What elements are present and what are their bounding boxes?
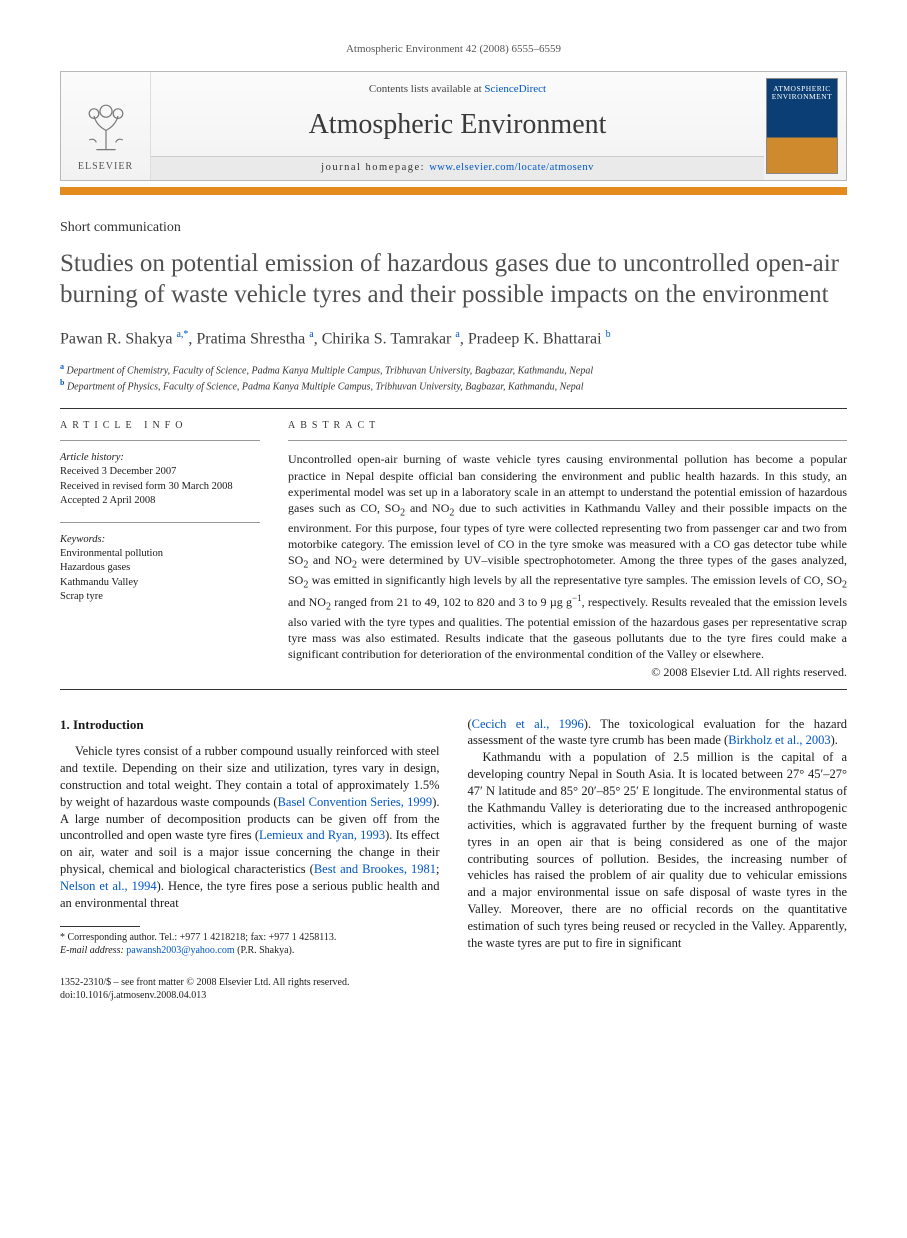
journal-cover-image: ATMOSPHERIC ENVIRONMENT bbox=[766, 78, 838, 174]
keywords-block: Keywords: Environmental pollution Hazard… bbox=[60, 533, 260, 604]
divider bbox=[60, 522, 260, 523]
history-accepted: Accepted 2 April 2008 bbox=[60, 494, 260, 508]
orange-accent-bar bbox=[60, 187, 847, 195]
divider bbox=[60, 689, 847, 690]
section-heading-intro: 1. Introduction bbox=[60, 716, 440, 734]
body-right-column: (Cecich et al., 1996). The toxicological… bbox=[468, 716, 848, 958]
history-heading: Article history: bbox=[60, 451, 260, 465]
keyword: Hazardous gases bbox=[60, 561, 260, 575]
author-list: Pawan R. Shakya a,*, Pratima Shrestha a,… bbox=[60, 328, 847, 350]
abstract-label: ABSTRACT bbox=[288, 419, 847, 433]
cover-title: ATMOSPHERIC ENVIRONMENT bbox=[767, 85, 837, 102]
sciencedirect-link[interactable]: ScienceDirect bbox=[484, 83, 546, 95]
journal-cover-thumb: ATMOSPHERIC ENVIRONMENT bbox=[764, 72, 846, 180]
corr-email-link[interactable]: pawansh2003@yahoo.com bbox=[126, 945, 234, 956]
keyword: Kathmandu Valley bbox=[60, 576, 260, 590]
intro-paragraph-1: Vehicle tyres consist of a rubber compou… bbox=[60, 743, 440, 912]
history-received: Received 3 December 2007 bbox=[60, 465, 260, 479]
affiliations: a Department of Chemistry, Faculty of Sc… bbox=[60, 362, 847, 394]
publisher-name: ELSEVIER bbox=[78, 160, 133, 174]
divider bbox=[60, 408, 847, 409]
publisher-logo-block: ELSEVIER bbox=[61, 72, 151, 180]
article-title: Studies on potential emission of hazardo… bbox=[60, 248, 847, 311]
abstract-copyright: © 2008 Elsevier Ltd. All rights reserved… bbox=[288, 664, 847, 680]
abstract-column: ABSTRACT Uncontrolled open-air burning o… bbox=[288, 419, 847, 681]
contents-available-line: Contents lists available at ScienceDirec… bbox=[159, 82, 756, 97]
footer-issn-line: 1352-2310/$ – see front matter © 2008 El… bbox=[60, 976, 847, 990]
journal-homepage-bar: journal homepage: www.elsevier.com/locat… bbox=[151, 156, 764, 180]
corr-email-line: E-mail address: pawansh2003@yahoo.com (P… bbox=[60, 944, 440, 958]
article-info-label: ARTICLE INFO bbox=[60, 419, 260, 433]
affiliation-b: b Department of Physics, Faculty of Scie… bbox=[60, 378, 847, 394]
corr-author-line: * Corresponding author. Tel.: +977 1 421… bbox=[60, 931, 440, 945]
intro-paragraph-2: (Cecich et al., 1996). The toxicological… bbox=[468, 716, 848, 750]
keyword: Scrap tyre bbox=[60, 590, 260, 604]
article-history: Article history: Received 3 December 200… bbox=[60, 451, 260, 508]
keywords-heading: Keywords: bbox=[60, 533, 260, 547]
footnote-rule bbox=[60, 926, 140, 927]
email-label: E-mail address: bbox=[60, 945, 124, 956]
keyword: Environmental pollution bbox=[60, 547, 260, 561]
body-columns: 1. Introduction Vehicle tyres consist of… bbox=[60, 716, 847, 958]
contents-prefix: Contents lists available at bbox=[369, 83, 484, 95]
corresponding-author-footnote: * Corresponding author. Tel.: +977 1 421… bbox=[60, 931, 440, 958]
divider bbox=[60, 440, 260, 441]
divider bbox=[288, 440, 847, 441]
corr-email-tail: (P.R. Shakya). bbox=[237, 945, 294, 956]
article-info-column: ARTICLE INFO Article history: Received 3… bbox=[60, 419, 260, 681]
body-left-column: 1. Introduction Vehicle tyres consist of… bbox=[60, 716, 440, 958]
homepage-prefix: journal homepage: bbox=[321, 162, 429, 173]
running-head: Atmospheric Environment 42 (2008) 6555–6… bbox=[60, 42, 847, 57]
journal-name: Atmospheric Environment bbox=[159, 106, 756, 144]
footer-block: 1352-2310/$ – see front matter © 2008 El… bbox=[60, 976, 847, 1003]
masthead-center: Contents lists available at ScienceDirec… bbox=[151, 72, 764, 180]
intro-paragraph-3: Kathmandu with a population of 2.5 milli… bbox=[468, 749, 848, 952]
elsevier-tree-icon bbox=[78, 100, 134, 156]
footer-doi-line: doi:10.1016/j.atmosenv.2008.04.013 bbox=[60, 989, 847, 1003]
journal-homepage-link[interactable]: www.elsevier.com/locate/atmosenv bbox=[429, 162, 594, 173]
article-type: Short communication bbox=[60, 219, 847, 238]
history-revised: Received in revised form 30 March 2008 bbox=[60, 480, 260, 494]
journal-masthead: ELSEVIER Contents lists available at Sci… bbox=[60, 71, 847, 181]
abstract-text: Uncontrolled open-air burning of waste v… bbox=[288, 451, 847, 662]
affiliation-a: a Department of Chemistry, Faculty of Sc… bbox=[60, 362, 847, 378]
